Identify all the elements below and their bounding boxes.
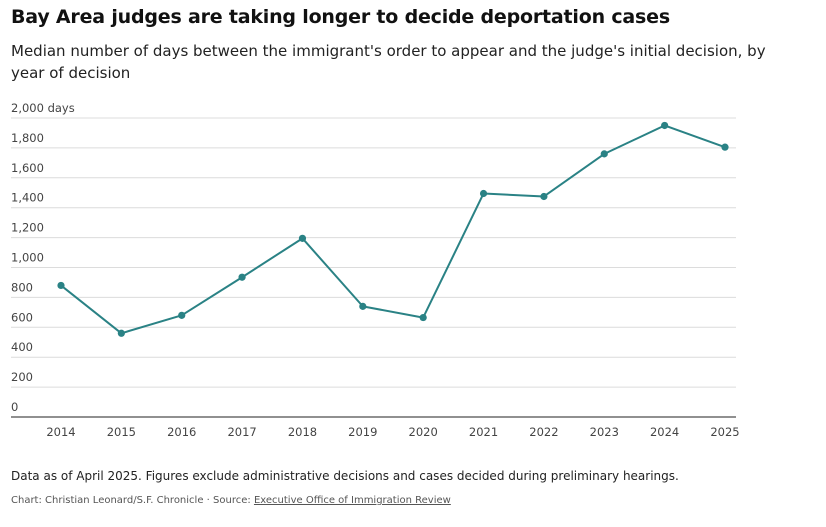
y-axis-labels: 0 200 400 600 800 1,000 1,200 1,400 1,600 1,800 2,…	[11, 101, 75, 414]
x-tick-label: 2018	[288, 425, 317, 439]
y-tick-label: 1,800	[11, 131, 44, 145]
x-tick-label: 2019	[348, 425, 377, 439]
series-line	[60, 124, 726, 335]
credit-line: Chart: Christian Leonard/S.F. Chronicle …	[11, 495, 451, 506]
data-point[interactable]	[540, 192, 548, 201]
data-point[interactable]	[661, 121, 669, 130]
data-point[interactable]	[178, 311, 186, 319]
data-point[interactable]	[721, 143, 729, 151]
x-tick-label: 2025	[710, 425, 739, 439]
x-tick-label: 2020	[409, 425, 438, 439]
y-tick-label: 200	[11, 370, 33, 384]
y-tick-label: 1,400	[11, 191, 44, 205]
data-point[interactable]	[359, 302, 367, 310]
source-link[interactable]: Executive Office of Immigration Review	[253, 495, 451, 506]
chart-title: Bay Area judges are taking longer to dec…	[11, 6, 670, 28]
chart-credit: Chart: Christian Leonard/S.F. Chronicle	[11, 495, 204, 506]
y-tick-label: 1,600	[11, 161, 44, 175]
credit-separator: ·	[206, 495, 210, 506]
line-chart: 0 200 400 600 800 1,000 1,200 1,400 1,600 1,800 2,…	[11, 101, 740, 439]
data-point[interactable]	[117, 329, 125, 337]
y-tick-label: 400	[11, 340, 33, 354]
x-tick-label: 2022	[529, 425, 558, 439]
y-tick-label: 0	[11, 400, 18, 414]
x-tick-label: 2024	[650, 425, 679, 439]
x-tick-label: 2021	[469, 425, 498, 439]
x-tick-label: 2017	[227, 425, 256, 439]
y-tick-label: 600	[11, 310, 33, 324]
data-point[interactable]	[298, 234, 307, 242]
data-point[interactable]	[57, 281, 65, 290]
source-prefix: Source:	[213, 495, 251, 506]
data-point[interactable]	[419, 313, 427, 322]
data-series	[57, 121, 729, 337]
data-point[interactable]	[600, 150, 608, 158]
x-tick-label: 2015	[107, 425, 136, 439]
x-tick-label: 2014	[46, 425, 75, 439]
y-tick-label: 1,000	[11, 251, 44, 265]
gridlines	[11, 117, 736, 418]
y-tick-label: 2,000 days	[11, 101, 75, 115]
footnote: Data as of April 2025. Figures exclude a…	[11, 469, 679, 483]
x-tick-label: 2016	[167, 425, 196, 439]
data-point[interactable]	[238, 273, 246, 281]
x-axis-labels: 2014 2015 2016 2017 2018 2019 2020 2021 2022 2023…	[46, 425, 739, 439]
chart-subtitle: Median number of days between the immigr…	[11, 42, 766, 82]
x-tick-label: 2023	[590, 425, 619, 439]
y-tick-label: 1,200	[11, 221, 44, 235]
y-tick-label: 800	[11, 280, 33, 294]
data-point[interactable]	[479, 189, 488, 198]
